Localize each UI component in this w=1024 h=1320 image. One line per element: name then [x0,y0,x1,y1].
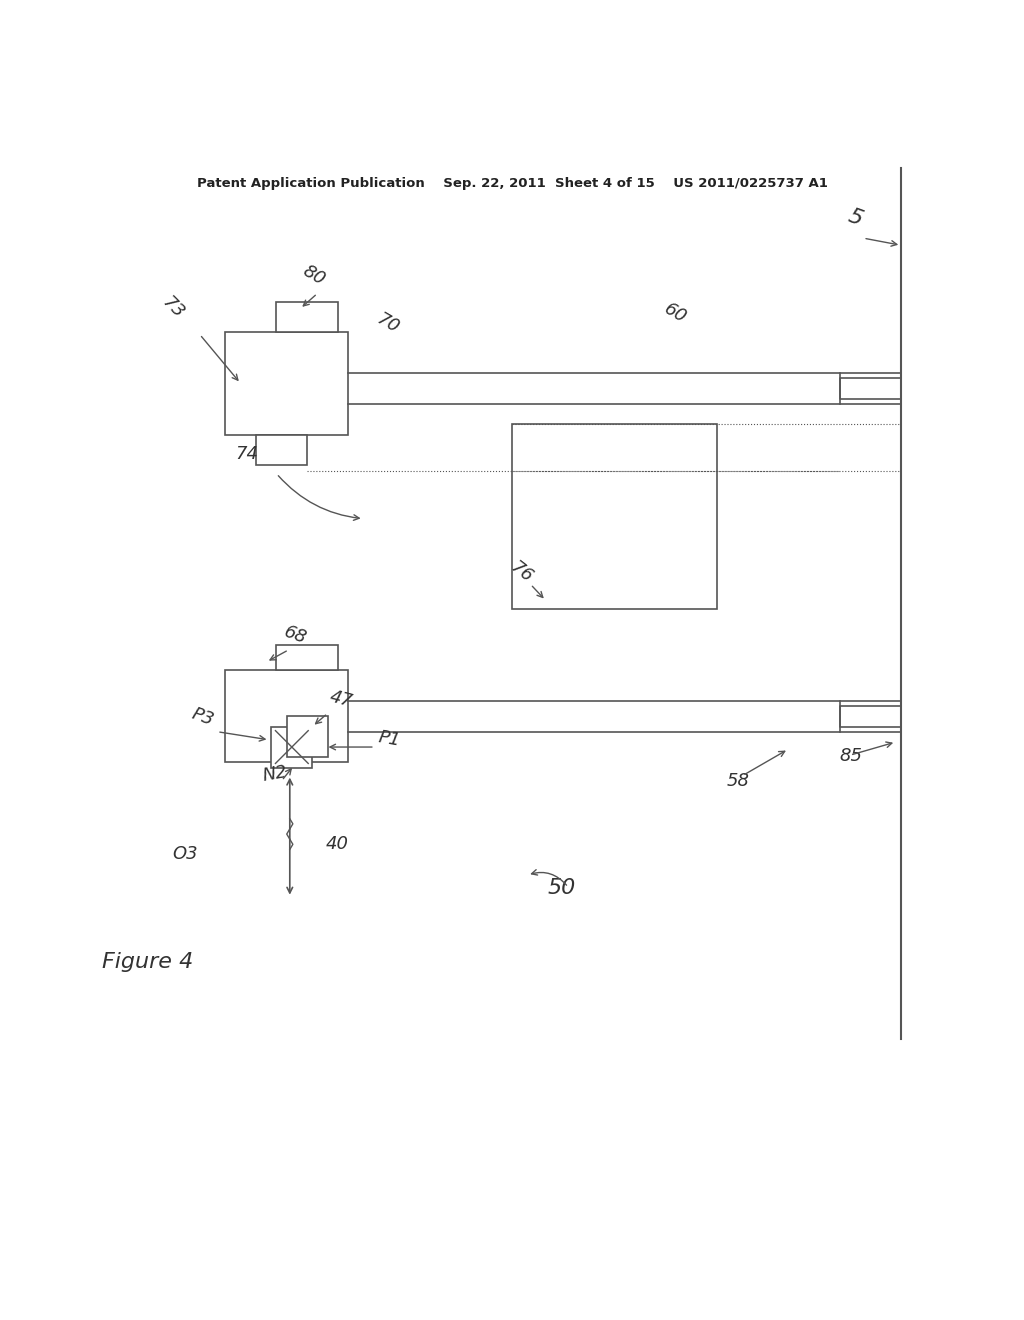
Text: 40: 40 [326,834,348,853]
Text: 5: 5 [845,206,865,230]
Bar [225,671,348,763]
Text: 73: 73 [159,293,187,322]
Text: 80: 80 [299,263,328,289]
Text: Patent Application Publication    Sep. 22, 2011  Sheet 4 of 15    US 2011/022573: Patent Application Publication Sep. 22, … [197,177,827,190]
Text: 58: 58 [727,772,750,791]
Text: 68: 68 [282,623,309,648]
Bar [512,425,717,609]
Text: P1: P1 [377,729,402,750]
Bar [276,644,338,671]
Text: 70: 70 [374,310,402,338]
Text: Figure 4: Figure 4 [102,952,194,973]
Bar [256,434,307,466]
Text: 60: 60 [660,300,689,327]
Text: P3: P3 [189,705,217,730]
Text: 50: 50 [548,878,577,898]
Bar [225,333,348,434]
Bar [287,717,328,758]
Text: O3: O3 [172,845,198,863]
Text: 76: 76 [507,558,537,586]
Bar [276,301,338,333]
Bar [271,726,312,767]
Text: N2: N2 [261,763,289,785]
Text: 85: 85 [840,747,862,766]
Text: 47: 47 [328,688,354,711]
Text: 74: 74 [236,445,258,463]
